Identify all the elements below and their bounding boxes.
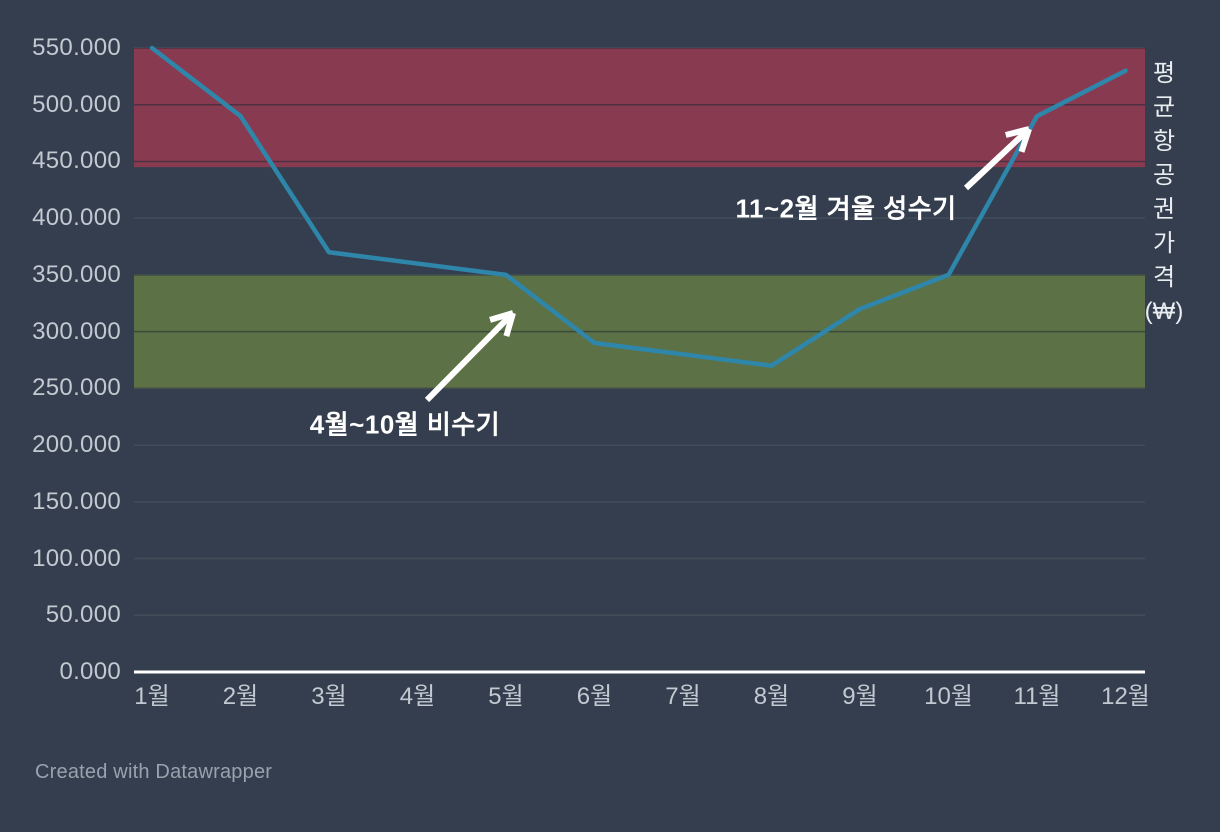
y-axis-title-char: (₩) (1144, 298, 1184, 325)
off-season-arrow (424, 310, 516, 403)
y-axis-title-char: 항 (1152, 128, 1176, 155)
y-axis-title-char: 가 (1152, 230, 1176, 257)
y-axis-title: 평 균 항 공 권 가 격 (₩) (1140, 57, 1188, 329)
y-axis-title-char: 권 (1152, 196, 1176, 223)
y-axis-title-char: 균 (1152, 94, 1176, 121)
y-axis-title-char: 평 (1152, 60, 1176, 87)
winter-peak-arrow (963, 126, 1032, 191)
y-axis-title-char: 공 (1152, 162, 1176, 189)
winter-peak-band (134, 48, 1145, 168)
y-axis-title-char: 격 (1152, 264, 1176, 291)
price-line (149, 45, 1128, 368)
datawrapper-credit: Created with Datawrapper (35, 761, 273, 783)
